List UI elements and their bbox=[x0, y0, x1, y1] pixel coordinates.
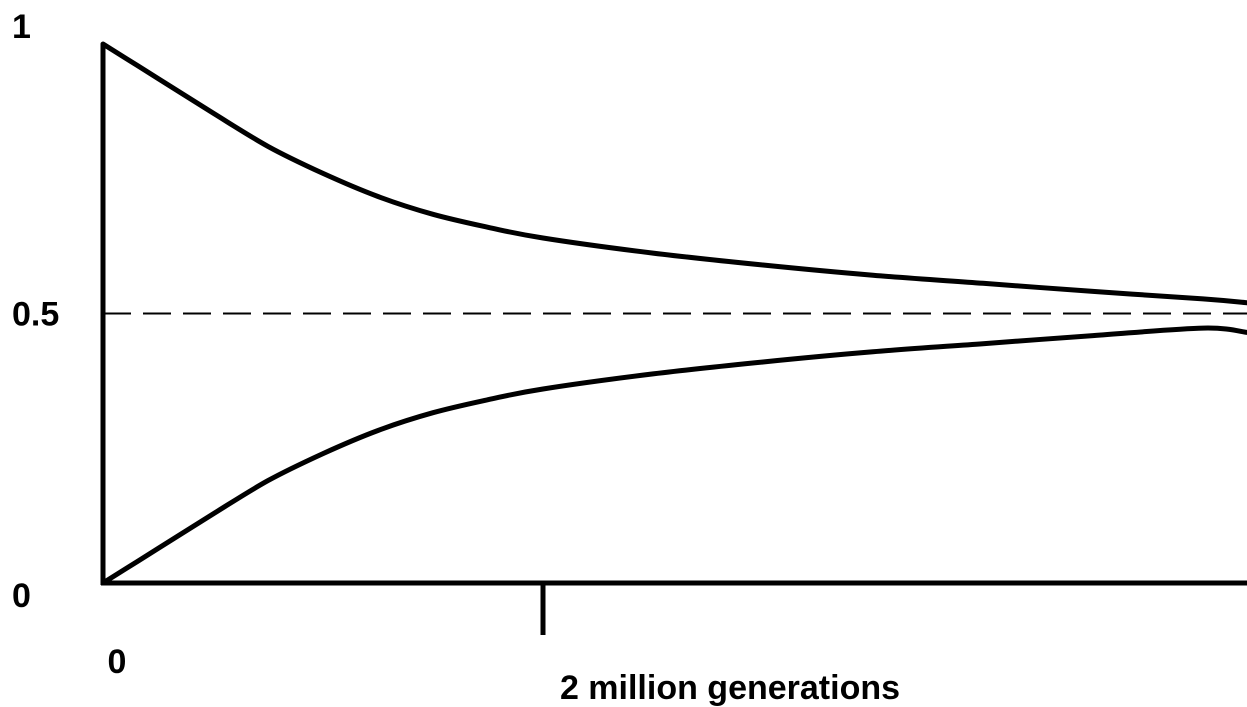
y-tick-label-2: 0 bbox=[12, 577, 31, 615]
series-line-0 bbox=[100, 41, 1247, 306]
x-tick-label-1: 2 million generations bbox=[560, 669, 900, 707]
series-line-1 bbox=[100, 325, 1247, 586]
y-tick-label-0: 1 bbox=[12, 8, 31, 46]
x-tick-label-0: 0 bbox=[108, 643, 127, 681]
series-lines bbox=[100, 41, 1247, 586]
axes bbox=[100, 44, 1247, 586]
y-tick-label-1: 0.5 bbox=[12, 296, 59, 334]
tick-labels: 1 0.5 0 0 2 million generations bbox=[12, 8, 900, 707]
